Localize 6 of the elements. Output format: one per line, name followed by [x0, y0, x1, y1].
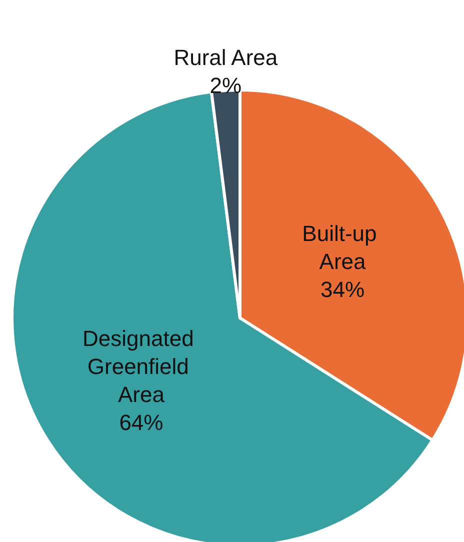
data-label: 2%	[210, 72, 242, 98]
data-label: 34%	[320, 277, 365, 302]
slice-label: Built-up Area	[302, 221, 383, 274]
slice-label: Rural Area	[174, 44, 278, 70]
data-label: 64%	[119, 410, 164, 436]
slice-label: Designated Greenfield Area	[82, 326, 200, 408]
